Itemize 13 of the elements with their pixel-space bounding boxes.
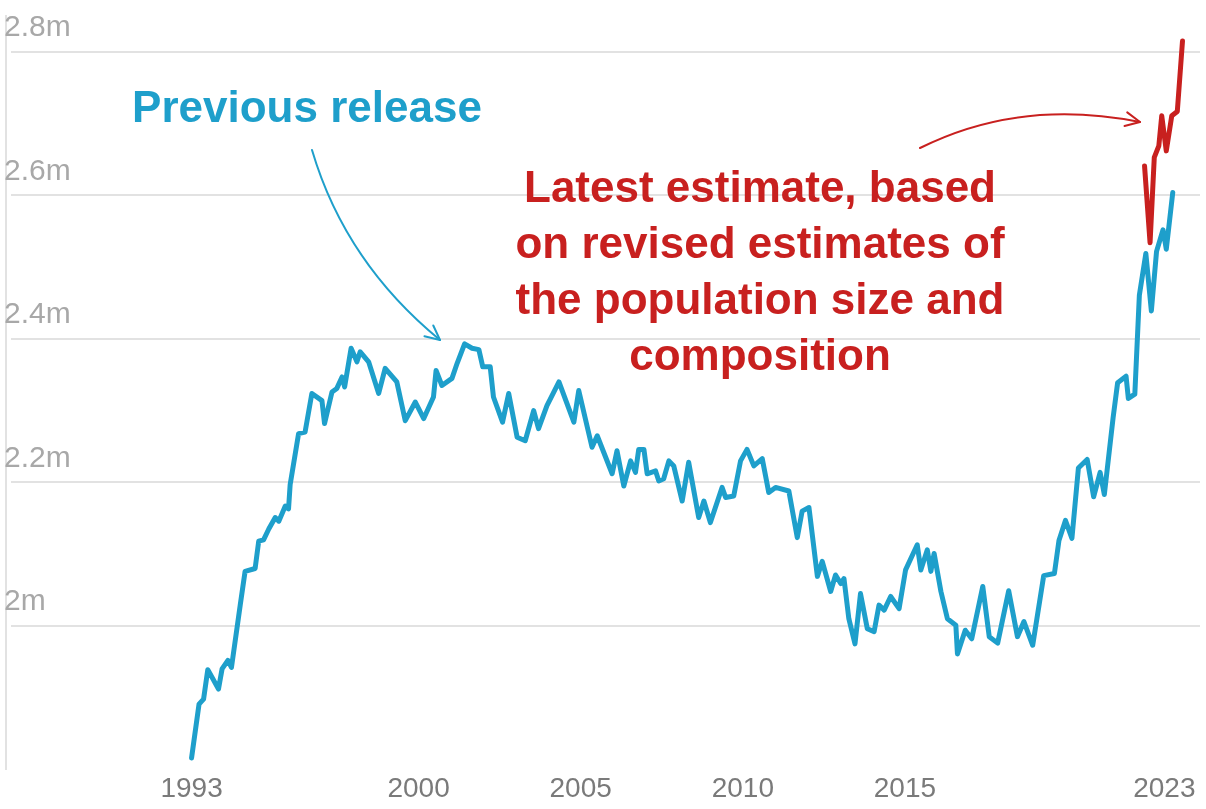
y-tick-label: 2m	[4, 583, 46, 617]
x-tick-label: 2000	[387, 771, 450, 803]
x-tick-label: 2023	[1133, 771, 1196, 803]
x-tick-label: 2010	[711, 771, 774, 803]
annotation: Previous release	[132, 82, 482, 132]
x-tick-label: 2015	[873, 771, 937, 803]
y-tick-label: 2.6m	[4, 152, 71, 186]
y-tick-label: 2.2m	[4, 439, 71, 473]
y-tick-label: 2.4m	[4, 296, 71, 330]
x-tick-label: 2005	[549, 771, 612, 803]
y-tick-label: 2.8m	[4, 9, 71, 43]
x-tick-label: 1993	[160, 771, 223, 803]
annotation: Latest estimate, based on revised estimates of the population size and composition	[515, 162, 1005, 380]
